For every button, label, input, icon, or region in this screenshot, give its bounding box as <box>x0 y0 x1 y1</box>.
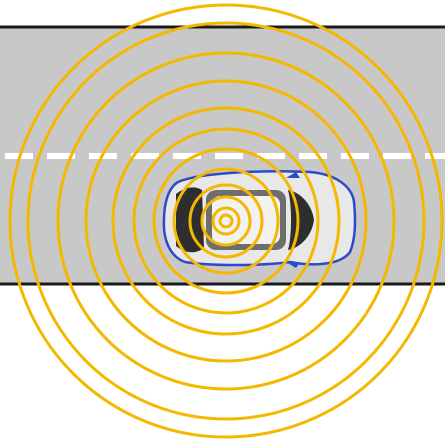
car-side-mirror-bottom <box>286 262 300 268</box>
car-side-mirror-top <box>286 172 300 178</box>
signal-ring <box>132 127 320 315</box>
signal-ring <box>200 195 252 247</box>
signal-ring <box>188 183 264 259</box>
car-topdown-icon <box>162 170 357 268</box>
signal-ring <box>111 106 341 336</box>
radio-wave-rings-icon <box>8 3 444 439</box>
signal-ring <box>211 206 241 236</box>
signal-ring <box>172 167 280 275</box>
signal-ring <box>218 213 234 229</box>
signal-ring <box>56 51 396 391</box>
signal-ring <box>8 3 444 439</box>
car-windshield <box>288 190 314 250</box>
signal-ring <box>84 79 368 363</box>
signal-ring <box>152 147 300 295</box>
signal-ring <box>26 21 426 421</box>
